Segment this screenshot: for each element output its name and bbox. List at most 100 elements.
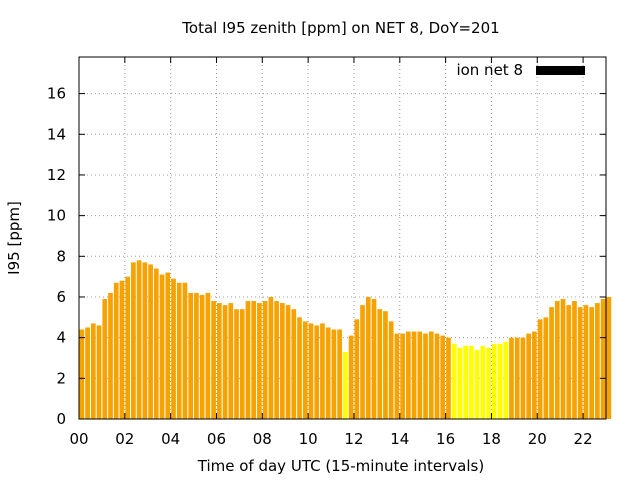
bar — [537, 319, 543, 419]
bar — [199, 294, 205, 419]
bar — [176, 282, 182, 419]
x-tick-label: 22 — [574, 430, 593, 448]
x-axis-label: Time of day UTC (15-minute intervals) — [197, 457, 484, 475]
bars — [79, 260, 612, 419]
bar — [125, 276, 131, 419]
bar — [171, 278, 176, 419]
bar — [308, 323, 314, 419]
bar — [102, 299, 108, 419]
bar — [79, 329, 85, 419]
bar — [131, 262, 136, 419]
bar — [503, 341, 509, 419]
bar — [165, 272, 171, 419]
bar — [400, 333, 405, 419]
bar — [474, 349, 480, 419]
bar — [514, 337, 520, 419]
bar — [251, 301, 257, 419]
y-tick-label: 10 — [47, 207, 66, 225]
bar — [108, 292, 113, 419]
chart-title: Total I95 zenith [ppm] on NET 8, DoY=201 — [181, 19, 499, 37]
bar — [566, 305, 572, 419]
bar — [239, 309, 245, 419]
bar — [423, 333, 428, 419]
y-tick-label: 6 — [56, 288, 66, 306]
bar — [491, 343, 497, 419]
x-tick-label: 10 — [299, 430, 318, 448]
legend: ion net 8 — [456, 61, 585, 79]
x-tick-label: 14 — [390, 430, 409, 448]
bar — [188, 292, 194, 419]
bar — [205, 292, 211, 419]
plot-frame — [78, 56, 607, 420]
bar — [371, 299, 377, 419]
y-tick-label: 2 — [56, 369, 66, 387]
bar — [446, 337, 451, 419]
bar — [148, 264, 153, 419]
legend-label: ion net 8 — [456, 61, 523, 79]
bar — [365, 296, 371, 419]
bar — [428, 331, 434, 419]
x-tick-label: 12 — [344, 430, 363, 448]
bar — [486, 347, 491, 419]
bar — [354, 319, 360, 419]
x-tick-label: 20 — [528, 430, 547, 448]
bar — [222, 305, 228, 419]
bar — [411, 331, 417, 419]
bar — [90, 323, 96, 419]
bar — [377, 309, 383, 419]
bar — [331, 329, 337, 419]
bar — [314, 325, 320, 419]
x-tick-labels: 00 02 04 06 08 10 12 14 16 18 20 22 — [69, 430, 592, 448]
x-tick-label: 16 — [436, 430, 455, 448]
x-tick-label: 18 — [482, 430, 501, 448]
bar — [589, 307, 595, 419]
bar — [360, 305, 365, 419]
bar — [262, 301, 268, 419]
bar — [279, 303, 285, 419]
y-tick-label: 0 — [56, 410, 66, 428]
bar — [457, 347, 463, 419]
bar — [302, 321, 308, 419]
bar — [85, 327, 90, 419]
bar — [383, 311, 388, 419]
x-tick-label: 06 — [207, 430, 226, 448]
bar — [291, 309, 297, 419]
bar — [274, 301, 279, 419]
y-tick-label: 8 — [56, 247, 66, 265]
bar — [434, 333, 440, 419]
bar — [606, 296, 612, 419]
bar — [543, 317, 549, 419]
bar — [142, 262, 148, 419]
bar — [406, 331, 411, 419]
bar — [285, 305, 291, 419]
bar — [297, 317, 302, 419]
bar — [325, 327, 331, 419]
bar — [216, 303, 222, 419]
bar — [532, 331, 537, 419]
y-tick-label: 4 — [56, 329, 66, 347]
y-axis-label: I95 [ppm] — [5, 201, 23, 275]
bar — [388, 321, 394, 419]
bar — [234, 309, 239, 419]
bar — [572, 301, 577, 419]
x-tick-label: 02 — [115, 430, 134, 448]
bar — [159, 274, 165, 419]
bar — [211, 301, 216, 419]
y-tick-label: 16 — [47, 85, 66, 103]
bar — [560, 299, 566, 419]
bar — [182, 282, 188, 419]
bar — [549, 307, 554, 419]
ticks — [78, 57, 606, 420]
y-tick-label: 14 — [47, 125, 66, 143]
bar — [463, 345, 468, 419]
bar — [554, 301, 560, 419]
grid — [79, 57, 606, 419]
bar — [600, 299, 606, 419]
bar — [343, 351, 348, 419]
bar — [257, 303, 262, 419]
bar — [194, 292, 199, 419]
x-tick-label: 04 — [161, 430, 180, 448]
bar — [520, 337, 526, 419]
bar — [136, 260, 142, 419]
